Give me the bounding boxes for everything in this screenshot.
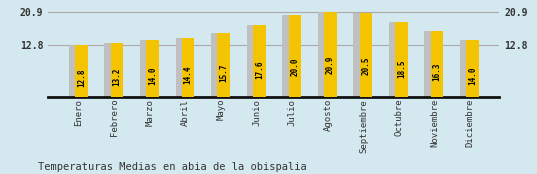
Bar [176, 38, 191, 97]
Bar [182, 38, 194, 97]
Bar [75, 45, 88, 97]
Text: 15.7: 15.7 [219, 64, 228, 82]
Text: 13.2: 13.2 [113, 68, 121, 86]
Bar [389, 22, 404, 97]
Bar [395, 22, 408, 97]
Text: Temperaturas Medias en abia de la obispalia: Temperaturas Medias en abia de la obispa… [38, 162, 306, 172]
Bar [69, 45, 84, 97]
Bar [104, 43, 120, 97]
Bar [140, 40, 155, 97]
Text: 14.4: 14.4 [184, 66, 193, 84]
Bar [111, 43, 124, 97]
Text: 14.0: 14.0 [468, 66, 477, 85]
Bar [431, 31, 444, 97]
Bar [211, 33, 227, 97]
Text: 18.5: 18.5 [397, 59, 406, 78]
Text: 20.5: 20.5 [361, 56, 371, 75]
Bar [217, 33, 230, 97]
Bar [246, 25, 262, 97]
Text: 12.8: 12.8 [77, 68, 86, 87]
Text: 14.0: 14.0 [148, 66, 157, 85]
Text: 16.3: 16.3 [433, 63, 441, 81]
Bar [318, 12, 333, 97]
Bar [467, 40, 479, 97]
Bar [147, 40, 159, 97]
Bar [282, 15, 297, 97]
Text: 20.9: 20.9 [326, 56, 335, 74]
Text: 20.0: 20.0 [291, 57, 299, 76]
Bar [460, 40, 475, 97]
Bar [424, 31, 440, 97]
Bar [353, 13, 369, 97]
Bar [360, 13, 372, 97]
Bar [288, 15, 301, 97]
Bar [253, 25, 265, 97]
Text: 17.6: 17.6 [255, 61, 264, 79]
Bar [324, 12, 337, 97]
